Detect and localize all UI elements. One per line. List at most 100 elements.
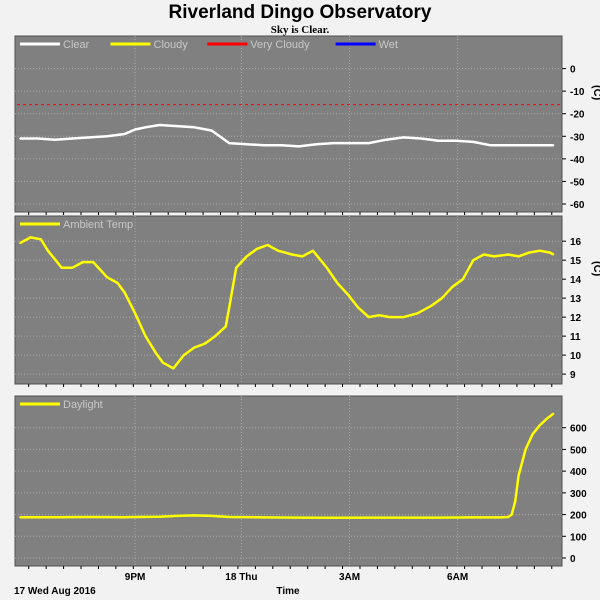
data-point: [542, 144, 544, 147]
y-tick-label: -40: [570, 155, 585, 166]
data-point: [81, 261, 84, 263]
data-point: [528, 251, 530, 254]
data-point: [538, 424, 541, 427]
legend-label: Clear: [63, 39, 90, 51]
data-point: [228, 516, 231, 518]
data-point: [462, 278, 464, 280]
data-point: [19, 137, 21, 140]
data-point: [367, 516, 370, 519]
data-point: [88, 516, 91, 518]
panel-sky: 0 -10 -20 -30 -40 -50 -60 (C) Clear Cloudy Very Cl…: [14, 35, 600, 215]
data-point: [517, 255, 520, 258]
data-point: [144, 335, 147, 337]
data-point: [326, 266, 328, 269]
data-point: [472, 516, 475, 519]
y-tick-label: -50: [570, 177, 585, 188]
data-point: [549, 251, 551, 254]
data-point: [437, 516, 440, 519]
panel-daylight: 600 500 400 300 200 100 0 Daylight: [14, 395, 587, 569]
legend-label: Cloudy: [154, 39, 189, 51]
data-point: [235, 266, 237, 269]
data-point: [193, 346, 196, 349]
data-point: [266, 244, 269, 246]
y-tick-label: 300: [570, 489, 587, 500]
data-point: [367, 316, 370, 318]
data-point: [176, 125, 178, 127]
data-point: [228, 142, 231, 144]
data-point: [545, 418, 548, 420]
data-point: [507, 144, 509, 147]
data-point: [263, 516, 265, 519]
series-line-ambient-temp: [19, 236, 555, 370]
data-point: [134, 312, 136, 315]
panel-ambient: 16 15 14 13 12 11 10 9 (C) Ambient Temp: [14, 215, 600, 387]
data-point: [224, 325, 227, 328]
data-point: [385, 138, 387, 141]
data-point: [298, 145, 300, 148]
data-point: [430, 304, 433, 307]
y-tick-label: -60: [570, 200, 585, 211]
data-point: [315, 143, 318, 145]
data-point: [402, 136, 405, 139]
data-point: [158, 515, 161, 518]
panel-background: [14, 215, 563, 385]
data-point: [493, 255, 496, 258]
data-point: [54, 516, 56, 518]
y-tick-label: 16: [570, 237, 582, 248]
data-point: [61, 266, 63, 269]
data-point: [357, 306, 360, 309]
data-point: [378, 314, 380, 317]
legend-label: Wet: [379, 39, 398, 51]
data-point: [472, 259, 475, 261]
y-tick-label: 100: [570, 532, 587, 543]
data-point: [277, 249, 279, 252]
data-point: [517, 474, 520, 477]
data-point: [524, 448, 527, 451]
data-point: [552, 412, 555, 415]
x-tick-label: 3AM: [339, 572, 360, 583]
data-point: [531, 433, 534, 436]
data-point: [92, 261, 95, 263]
data-point: [54, 138, 56, 141]
y-tick-label: 12: [570, 313, 582, 324]
x-tick-label: 9PM: [125, 572, 146, 583]
data-point: [123, 291, 126, 294]
data-point: [29, 236, 32, 239]
data-point: [228, 306, 231, 309]
data-point: [19, 516, 21, 518]
data-point: [263, 144, 265, 147]
y-tick-label: 500: [570, 445, 587, 456]
chart-title: Riverland Dingo Observatory: [169, 2, 432, 23]
data-point: [176, 515, 178, 517]
data-point: [482, 253, 485, 256]
data-point: [245, 143, 248, 145]
y-tick-label: 10: [570, 351, 582, 362]
data-point: [367, 142, 370, 144]
legend-label: Very Cloudy: [250, 39, 310, 51]
data-point: [71, 137, 74, 140]
data-point: [455, 140, 457, 142]
data-point: [210, 515, 213, 517]
y-tick-label: 13: [570, 294, 582, 305]
data-point: [451, 285, 454, 288]
chart-subtitle: Sky is Clear.: [271, 24, 330, 36]
data-point: [514, 500, 516, 503]
data-point: [333, 142, 335, 144]
data-point: [256, 247, 258, 250]
data-point: [134, 128, 136, 131]
data-point: [280, 144, 283, 147]
data-point: [524, 144, 527, 147]
data-point: [158, 124, 161, 126]
data-point: [155, 352, 157, 355]
y-tick-label: 600: [570, 424, 587, 435]
data-point: [123, 516, 126, 518]
legend-label: Daylight: [63, 399, 103, 411]
data-point: [204, 342, 206, 345]
data-point: [301, 255, 304, 258]
data-point: [36, 137, 39, 140]
data-point: [402, 516, 405, 519]
data-point: [116, 282, 119, 284]
data-point: [472, 141, 475, 143]
y-unit-label: (C): [591, 85, 600, 101]
